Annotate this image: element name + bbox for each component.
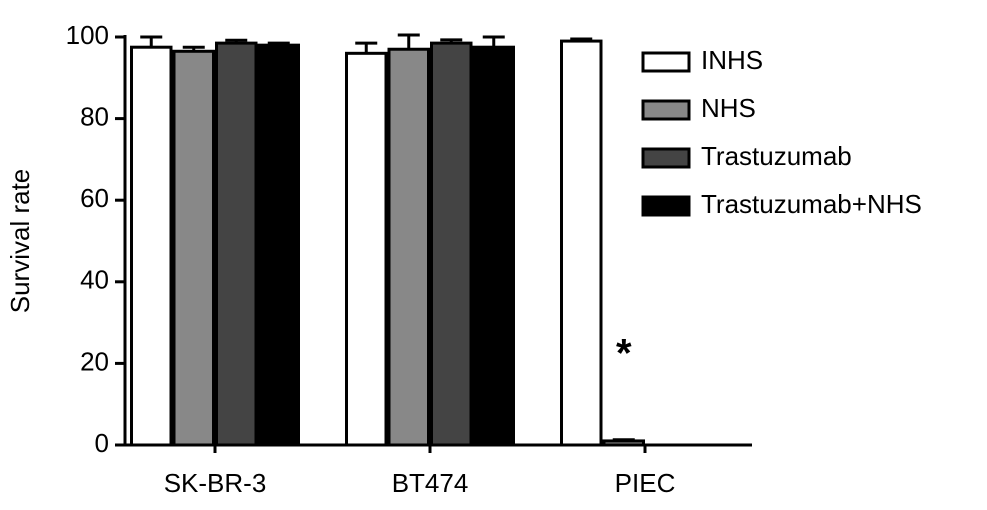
error-bar bbox=[267, 41, 290, 46]
error-bar bbox=[440, 38, 463, 44]
bar bbox=[560, 39, 603, 447]
error-bar bbox=[355, 41, 378, 54]
x-tick-label: BT474 bbox=[392, 468, 469, 498]
bar bbox=[172, 49, 215, 447]
legend-swatch bbox=[641, 147, 691, 169]
bar bbox=[215, 41, 258, 447]
error-bar bbox=[397, 33, 420, 50]
legend-label: NHS bbox=[701, 93, 756, 123]
y-tick-label: 80 bbox=[80, 101, 109, 131]
bar bbox=[257, 43, 300, 447]
y-tick-label: 20 bbox=[80, 346, 109, 376]
bar bbox=[472, 45, 515, 447]
legend-swatch bbox=[641, 51, 691, 73]
legend-label: INHS bbox=[701, 45, 763, 75]
annotation: * bbox=[616, 331, 632, 375]
error-bar bbox=[182, 45, 205, 52]
legend-swatch bbox=[641, 99, 691, 121]
bar bbox=[130, 45, 173, 447]
legend-label: Trastuzumab+NHS bbox=[701, 189, 922, 219]
bar bbox=[430, 41, 473, 447]
error-bar bbox=[482, 35, 505, 48]
error-bar bbox=[612, 438, 635, 442]
error-bar bbox=[225, 38, 248, 44]
error-bar bbox=[570, 37, 593, 42]
bar bbox=[602, 439, 645, 447]
bar bbox=[345, 51, 388, 447]
y-tick-label: 0 bbox=[95, 428, 109, 458]
y-tick-label: 60 bbox=[80, 183, 109, 213]
y-tick-label: 100 bbox=[66, 20, 109, 50]
x-tick-label: PIEC bbox=[615, 468, 676, 498]
x-tick-label: SK-BR-3 bbox=[164, 468, 267, 498]
y-tick-label: 40 bbox=[80, 265, 109, 295]
legend-label: Trastuzumab bbox=[701, 141, 852, 171]
error-bar bbox=[140, 35, 163, 48]
y-axis-label: Survival rate bbox=[5, 169, 35, 314]
bar bbox=[387, 47, 430, 447]
legend-swatch bbox=[641, 195, 691, 217]
